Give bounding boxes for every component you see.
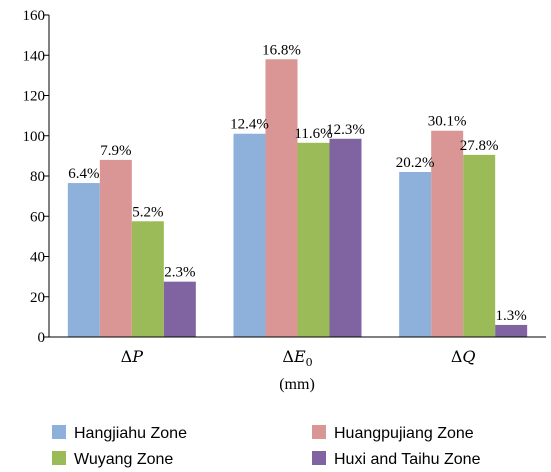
data-label: 6.4% — [68, 166, 99, 182]
data-label: 1.3% — [496, 308, 527, 324]
bar-huxi-and-taihu-zone-1 — [163, 281, 196, 337]
legend-swatch — [312, 451, 326, 465]
data-label: 2.3% — [164, 265, 195, 281]
bar-hangjiahu-zone-3 — [399, 171, 432, 337]
y-tick-label: 0 — [38, 330, 46, 346]
legend-label: Wuyang Zone — [74, 451, 173, 468]
y-tick-label: 120 — [23, 89, 46, 105]
bar-huangpujiang-zone-1 — [99, 159, 132, 337]
bar-huxi-and-taihu-zone-3 — [495, 324, 528, 337]
x-category-label: ΔE0 — [282, 347, 312, 369]
x-category-labels: ΔP ΔE0 ΔQ — [121, 347, 476, 369]
y-tick-label: 80 — [30, 169, 45, 185]
data-label: 7.9% — [100, 143, 131, 159]
x-category-label: ΔQ — [451, 347, 476, 366]
bar-wuyang-zone-2 — [297, 142, 330, 337]
bars-group — [67, 59, 528, 338]
data-label: 11.6% — [294, 126, 332, 142]
y-ticks-group: 0 20 40 60 80 100 120 140 160 — [23, 8, 49, 346]
bar-huangpujiang-zone-2 — [265, 59, 298, 338]
bar-hangjiahu-zone-2 — [233, 133, 266, 337]
data-label: 12.3% — [326, 122, 365, 138]
y-tick-label: 60 — [30, 209, 45, 225]
y-tick-label: 20 — [30, 290, 45, 306]
legend-label: Huxi and Taihu Zone — [334, 451, 481, 468]
y-tick-label: 160 — [23, 8, 46, 24]
legend-swatch — [312, 425, 326, 439]
legend-swatch — [52, 451, 66, 465]
data-label: 20.2% — [396, 155, 435, 171]
data-label: 27.8% — [460, 138, 499, 154]
data-label: 5.2% — [132, 204, 163, 220]
y-tick-label: 40 — [30, 250, 45, 266]
data-label: 30.1% — [428, 114, 467, 130]
legend-label: Hangjiahu Zone — [74, 425, 187, 442]
legend-label: Huangpujiang Zone — [334, 425, 474, 442]
bar-huxi-and-taihu-zone-2 — [329, 138, 362, 337]
bar-wuyang-zone-3 — [463, 154, 496, 337]
bar-wuyang-zone-1 — [131, 221, 164, 337]
legend: Hangjiahu Zone Huangpujiang Zone Wuyang Zo… — [52, 425, 481, 468]
legend-swatch — [52, 425, 66, 439]
y-tick-label: 100 — [23, 129, 46, 145]
bar-huangpujiang-zone-3 — [431, 130, 464, 337]
data-label: 12.4% — [230, 117, 269, 133]
data-labels-group: 6.4%7.9% 5.2% 2.3% 12.4% 16.8% 11.6%12.3% 20.2… — [68, 42, 527, 324]
x-axis-title: (mm) — [279, 376, 315, 393]
x-category-label: ΔP — [121, 347, 144, 366]
data-label: 16.8% — [262, 42, 301, 58]
bar-hangjiahu-zone-1 — [67, 183, 100, 337]
y-tick-label: 140 — [23, 48, 46, 64]
